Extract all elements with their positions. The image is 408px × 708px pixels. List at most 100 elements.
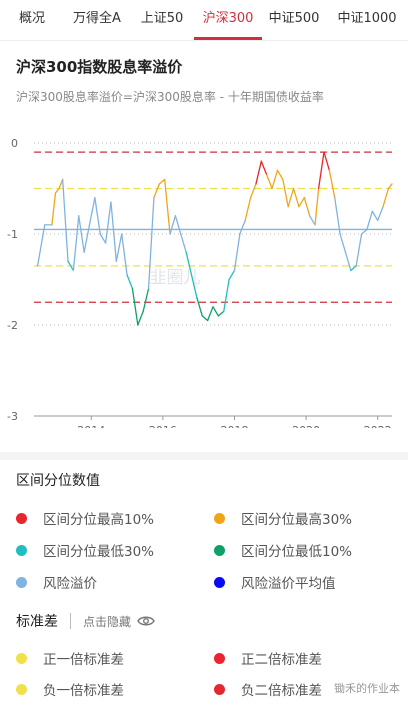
series-segment (72, 215, 80, 272)
series-segment (58, 178, 64, 190)
series-segment (169, 215, 177, 235)
series-segment (323, 151, 331, 171)
series-segment (99, 233, 107, 244)
legend-label: 区间分位最低30% (43, 544, 155, 560)
series-segment (164, 178, 171, 235)
series-segment (142, 287, 150, 313)
legend-item-top10[interactable]: 区间分位最高10% (16, 508, 154, 528)
tab-wind-all-a[interactable]: 万得全A (73, 11, 121, 26)
series-segment (292, 187, 300, 208)
legend-dot (214, 652, 225, 664)
series-segment (201, 315, 209, 322)
series-segment (266, 174, 273, 190)
legend-label: 风险溢价 (43, 576, 97, 592)
series-segment (350, 265, 357, 272)
legend-item-bottom10[interactable]: 区间分位最低10% (214, 540, 352, 560)
series-segment (115, 233, 123, 262)
series-segment (78, 215, 85, 253)
series-segment (67, 260, 75, 272)
series-segment (298, 196, 305, 208)
legend-item-bottom30[interactable]: 区间分位最低30% (16, 540, 154, 560)
legend-dot (16, 652, 27, 664)
std-section-header: 标准差 点击隐藏 (16, 610, 155, 632)
legend-label: 区间分位最高10% (43, 512, 155, 528)
legend-item-minus1-std[interactable]: 负一倍标准差 (16, 679, 124, 699)
page-title: 沪深300指数股息率溢价 (16, 58, 183, 76)
tab-csi1000[interactable]: 中证1000 (337, 11, 397, 26)
tab-csi300[interactable]: 沪深300 (194, 0, 262, 40)
series-segment (174, 215, 182, 235)
legend-label: 负一倍标准差 (43, 683, 124, 699)
legend-dot (214, 683, 225, 695)
series-segment (223, 278, 230, 313)
tab-overview[interactable]: 概况 (18, 11, 45, 26)
series-segment (233, 233, 241, 272)
page-subtitle: 沪深300股息率溢价=沪深300股息率 - 十年期国债收益率 (16, 90, 324, 104)
series-segment (121, 233, 128, 276)
legend-item-risk-premium-mean[interactable]: 风险溢价平均值 (214, 572, 336, 592)
series-segment (147, 196, 155, 290)
legend-dot (214, 576, 225, 588)
series-segment (303, 196, 311, 217)
series-segment (212, 306, 220, 317)
legend-dot (16, 576, 27, 588)
footer-watermark: 锄禾的作业本 (334, 682, 400, 695)
series-segment (88, 196, 96, 226)
series-segment (276, 169, 284, 181)
index-tab-bar: 概况 万得全A 上证50 沪深300 中证500 中证1000 (0, 0, 408, 41)
series-segment (83, 224, 91, 253)
series-segment (377, 206, 384, 221)
series-segment (249, 183, 257, 199)
x-tick-label: 2020 (292, 424, 320, 428)
y-tick-label: -2 (7, 319, 18, 332)
legend-dot (214, 512, 225, 524)
series-segment (239, 219, 246, 235)
x-tick-label: 2018 (220, 424, 248, 428)
series-segment (206, 306, 214, 322)
series-segment (382, 187, 390, 208)
x-tick-label: 2022 (364, 424, 392, 428)
series-segment (185, 251, 193, 276)
series-segment (387, 183, 393, 190)
series-segment (271, 169, 279, 190)
series-segment (137, 310, 144, 326)
hide-std-button[interactable]: 点击隐藏 (83, 614, 132, 629)
legend-item-minus2-std[interactable]: 负二倍标准差 (214, 679, 322, 699)
series-segment (54, 187, 60, 194)
legend-label: 区间分位最高30% (241, 512, 353, 528)
series-segment (190, 274, 198, 299)
series-segment (196, 297, 203, 317)
series-segment (153, 183, 160, 199)
tab-sse50[interactable]: 上证50 (140, 11, 184, 26)
series-segment (126, 274, 134, 290)
series-segment (282, 178, 289, 208)
y-tick-label: -3 (7, 410, 18, 423)
dividend-premium-chart[interactable]: 韭圈儿 0 -1 -2 -3 2014 2016 2018 2020 2022 (0, 128, 408, 428)
legend-label: 负二倍标准差 (241, 683, 322, 699)
series-segment (309, 215, 316, 226)
series-segment (355, 233, 363, 267)
x-tick-label: 2016 (149, 424, 177, 428)
series-segment (61, 178, 69, 262)
series-segment (366, 210, 373, 231)
series-segment (104, 201, 112, 244)
series-segment (371, 210, 379, 221)
series-segment (51, 192, 57, 226)
eye-icon[interactable] (137, 615, 155, 627)
section-divider (0, 452, 408, 460)
series-segment (217, 310, 225, 317)
series-segment (228, 269, 236, 281)
series-segment (344, 251, 352, 272)
legend-item-plus1-std[interactable]: 正一倍标准差 (16, 648, 124, 668)
series-segment (334, 196, 341, 235)
legend-dot (16, 512, 27, 524)
legend-item-top30[interactable]: 区间分位最高30% (214, 508, 352, 528)
tab-csi500[interactable]: 中证500 (268, 11, 320, 26)
legend-label: 正一倍标准差 (43, 652, 124, 668)
legend-item-plus2-std[interactable]: 正二倍标准差 (214, 648, 322, 668)
chart-watermark: 韭圈儿 (150, 268, 201, 288)
legend-dot (16, 683, 27, 695)
x-tick-label: 2014 (77, 424, 105, 428)
series-segment (317, 151, 325, 190)
legend-item-risk-premium[interactable]: 风险溢价 (16, 572, 97, 592)
